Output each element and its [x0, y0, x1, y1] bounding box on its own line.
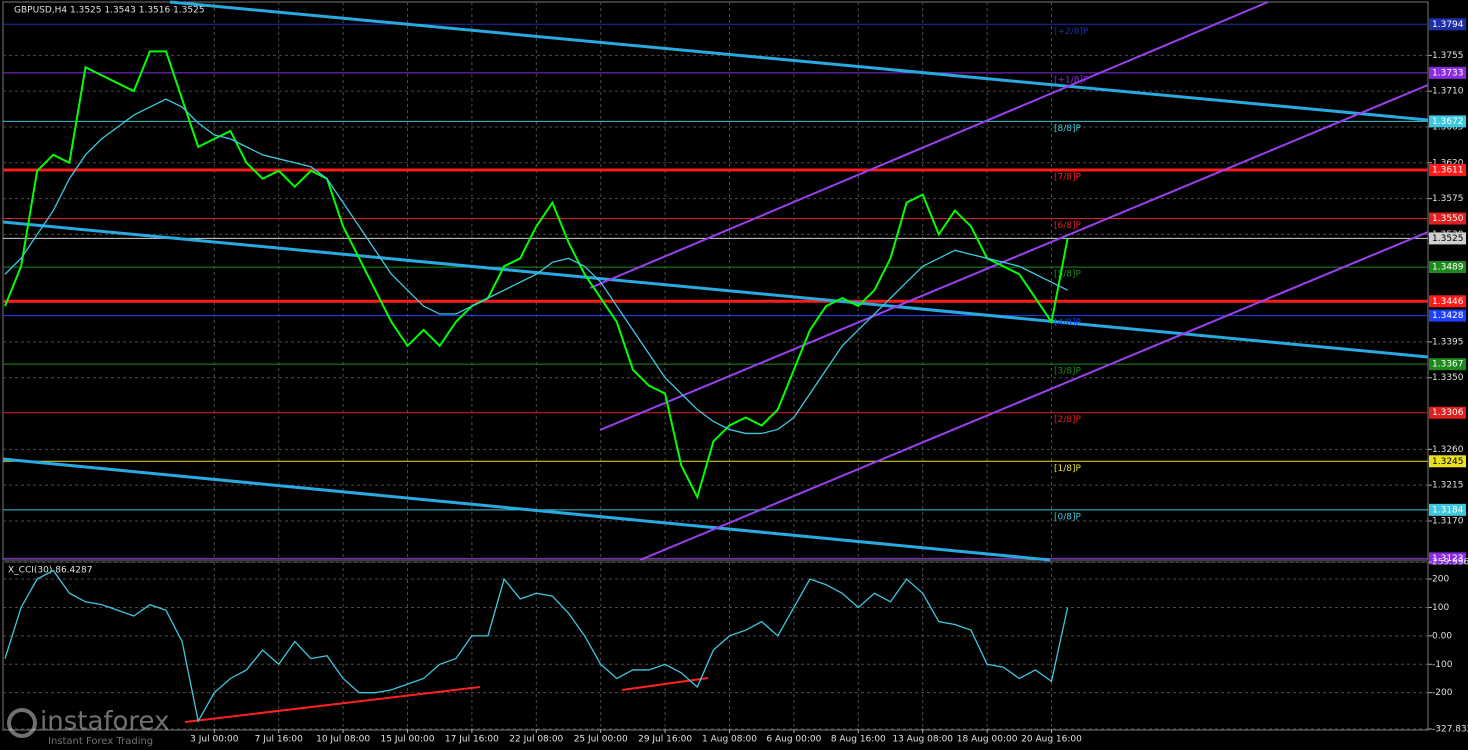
level-label: 1.3367	[1432, 360, 1464, 370]
y-tick-label: 1.3755	[1432, 51, 1464, 61]
level-box	[1429, 295, 1466, 308]
level-label: 1.3123	[1432, 554, 1464, 564]
indicator-title: X_CCI(30) 86.4287	[8, 566, 92, 576]
channel-line	[589, 1, 1269, 289]
level-label: 1.3306	[1432, 408, 1464, 418]
brand: instaforex	[40, 707, 169, 737]
x-tick-label: 6 Aug 00:00	[766, 735, 821, 745]
y-tick-label: 1.3710	[1432, 87, 1464, 97]
y-tick-label: -100	[1432, 660, 1453, 670]
y-tick-label: 1.3170	[1432, 516, 1464, 526]
trend-line	[169, 0, 1429, 122]
x-tick-label: 10 Jul 08:00	[316, 735, 370, 745]
y-tick-label: 1.3575	[1432, 194, 1464, 204]
level-box	[1429, 358, 1466, 371]
level-box	[1429, 212, 1466, 225]
divergence-line	[184, 686, 481, 723]
slogan: Instant Forex Trading	[48, 736, 153, 747]
level-box	[1429, 261, 1466, 274]
x-tick-label: 3 Jul 00:00	[190, 735, 239, 745]
x-tick-label: 15 Jul 00:00	[381, 735, 435, 745]
level-tag: [1/8]P	[1054, 464, 1082, 474]
y-tick-label: 1.3215	[1432, 481, 1464, 491]
level-box	[1429, 18, 1466, 31]
level-label: 1.3733	[1432, 68, 1464, 78]
x-tick-label: 8 Aug 16:00	[831, 735, 886, 745]
x-tick-label: 13 Aug 08:00	[892, 735, 953, 745]
x-tick-label: 25 Jul 00:00	[574, 735, 628, 745]
level-label: 1.3245	[1432, 457, 1464, 467]
y-tick-label: 100	[1432, 603, 1449, 613]
level-label: 1.3446	[1432, 297, 1464, 307]
y-tick-label: -327.8320	[1432, 725, 1468, 735]
watermark: instaforex Instant Forex Trading	[7, 707, 169, 747]
level-box	[1429, 309, 1466, 322]
level-label: 1.3184	[1432, 505, 1464, 515]
y-tick-label: -200	[1432, 688, 1453, 698]
channel-line	[639, 231, 1429, 561]
level-tag: [3/8]P	[1054, 367, 1082, 377]
level-tag: [5/8]P	[1054, 270, 1082, 280]
level-tag: [+2/8]P	[1054, 27, 1089, 37]
x-tick-label: 29 Jul 16:00	[638, 735, 692, 745]
level-box	[1429, 552, 1466, 565]
level-label: 1.3672	[1432, 117, 1464, 127]
level-label: 1.3525	[1432, 234, 1464, 244]
y-tick-label: 1.3620	[1432, 158, 1464, 168]
level-box	[1429, 232, 1466, 245]
divergence-line	[621, 677, 709, 691]
x-tick-label: 1 Aug 08:00	[702, 735, 757, 745]
level-box	[1429, 503, 1466, 516]
y-tick-label: 0.00	[1432, 631, 1452, 641]
chart-title: GBPUSD,H4 1.3525 1.3543 1.3516 1.3525	[14, 6, 205, 16]
level-label: 1.3550	[1432, 214, 1464, 224]
x-tick-label: 17 Jul 16:00	[445, 735, 499, 745]
price-panel	[2, 1, 1429, 561]
level-box	[1429, 455, 1466, 468]
x-tick-label: 20 Aug 16:00	[1021, 735, 1082, 745]
level-label: 1.3794	[1432, 20, 1464, 30]
y-tick-label: 259.9969	[1432, 558, 1468, 568]
level-box	[1429, 406, 1466, 419]
logo	[7, 708, 37, 738]
series-line	[4, 98, 1068, 435]
level-label: 1.3611	[1432, 165, 1464, 175]
trend-line	[2, 220, 1429, 359]
y-tick-label: 1.3395	[1432, 337, 1464, 347]
y-tick-label: 1.3260	[1432, 445, 1464, 455]
cci-panel	[2, 561, 1429, 731]
level-box	[1429, 66, 1466, 79]
level-box	[1429, 115, 1466, 128]
level-tag: [8/8]P	[1054, 124, 1082, 134]
x-tick-label: 7 Jul 16:00	[255, 735, 304, 745]
x-tick-label: 18 Aug 00:00	[957, 735, 1018, 745]
level-label: 1.3489	[1432, 263, 1464, 273]
y-tick-label: 1.3665	[1432, 122, 1464, 132]
x-tick-label: 22 Jul 08:00	[509, 735, 563, 745]
level-tag: [4/8]P	[1054, 318, 1082, 328]
level-label: 1.3428	[1432, 311, 1464, 321]
series-line	[4, 569, 1069, 723]
level-tag: [2/8]P	[1054, 415, 1082, 425]
trend-lines	[2, 0, 1429, 723]
level-tag: [6/8]P	[1054, 221, 1082, 231]
channel-line	[599, 84, 1429, 431]
y-tick-label: 1.3350	[1432, 373, 1464, 383]
level-tag: [0/8]P	[1054, 512, 1082, 522]
level-tag: [+1/8]P	[1054, 75, 1089, 85]
trend-line	[2, 457, 1051, 562]
y-tick-label: 200	[1432, 575, 1449, 585]
level-tag: [7/8]P	[1054, 172, 1082, 182]
series-line	[4, 50, 1069, 500]
level-box	[1429, 163, 1466, 176]
